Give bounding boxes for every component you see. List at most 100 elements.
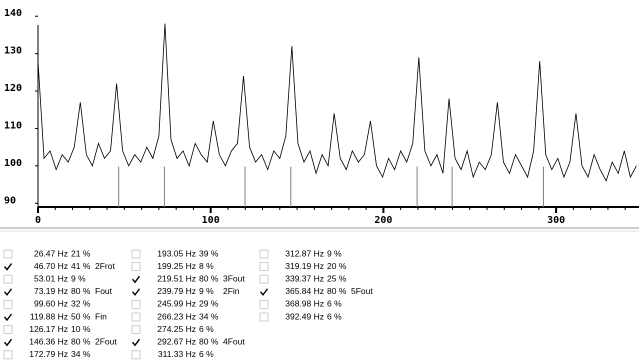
peak-label: 2Frot [95, 261, 115, 271]
peak-label: 2Fout [95, 336, 117, 346]
checkbox[interactable] [132, 338, 140, 347]
peak-amplitude: 80 % [71, 286, 91, 296]
peak-amplitude: 80 % [199, 273, 219, 283]
peak-amplitude: 50 % [71, 311, 91, 321]
checkbox[interactable] [131, 299, 141, 309]
peak-label: 5Fout [351, 286, 373, 296]
checkbox[interactable] [4, 338, 12, 347]
peak-amplitude: 6 % [327, 299, 342, 309]
checkbox[interactable] [259, 312, 269, 322]
checkbox[interactable] [259, 262, 269, 272]
peak-amplitude: 6 % [199, 349, 214, 359]
checkbox[interactable] [3, 249, 13, 259]
peak-amplitude: 9 % [327, 248, 342, 258]
peak-frequency: 311.33 Hz [158, 349, 196, 359]
checkbox[interactable] [4, 287, 12, 296]
peak-label: Fin [95, 311, 107, 321]
x-tick-label: 300 [547, 215, 565, 226]
y-tick-label: 90 [4, 195, 16, 206]
checkbox[interactable] [4, 313, 12, 321]
peak-amplitude: 10 % [71, 324, 91, 334]
peak-frequency: 193.05 Hz [157, 248, 196, 258]
checkbox[interactable] [260, 287, 268, 296]
peak-frequency: 119.88 Hz [30, 311, 68, 321]
peak-amplitude: 9 % [71, 273, 86, 283]
y-tick-label: 120 [4, 83, 22, 94]
peak-frequency: 274.25 Hz [157, 324, 196, 334]
check-mark [3, 288, 13, 296]
checkbox[interactable] [131, 262, 141, 272]
peak-frequency: 219.51 Hz [157, 273, 196, 283]
peak-amplitude: 80 % [71, 336, 91, 346]
peak-frequency: 319.19 Hz [285, 261, 324, 271]
checkbox[interactable] [131, 312, 141, 322]
peak-frequency: 239.79 Hz [157, 286, 196, 296]
peak-frequency: 199.25 Hz [157, 261, 196, 271]
check-mark [131, 288, 141, 296]
x-tick-label: 200 [374, 215, 392, 226]
x-tick-label: 100 [202, 215, 220, 226]
peak-frequency: 46.70 Hz [34, 261, 68, 271]
peak-amplitude: 32 % [71, 299, 91, 309]
peak-frequency: 53.01 Hz [34, 273, 68, 283]
peak-frequency: 245.99 Hz [157, 299, 196, 309]
peak-amplitude: 6 % [327, 311, 342, 321]
peak-frequency: 126.17 Hz [29, 324, 68, 334]
check-mark [259, 288, 269, 296]
peak-amplitude: 25 % [327, 273, 347, 283]
peak-amplitude: 20 % [327, 261, 347, 271]
checkbox[interactable] [4, 262, 12, 271]
peak-frequency: 99.60 Hz [34, 299, 68, 309]
peak-label: 3Fout [223, 273, 245, 283]
peak-frequency: 266.23 Hz [157, 311, 196, 321]
peak-frequency: 365.84 Hz [285, 286, 324, 296]
peak-frequency: 339.37 Hz [285, 273, 324, 283]
check-mark [3, 338, 13, 347]
peak-amplitude: 34 % [199, 311, 219, 321]
checkbox[interactable] [3, 350, 13, 360]
peak-amplitude: 21 % [71, 248, 91, 258]
checkbox[interactable] [131, 350, 141, 360]
y-tick-label: 110 [4, 120, 22, 131]
checkbox[interactable] [259, 274, 269, 284]
peak-frequency: 146.36 Hz [29, 336, 68, 346]
peak-amplitude: 29 % [199, 299, 219, 309]
peak-amplitude: 6 % [199, 324, 214, 334]
peak-amplitude: 41 % [71, 261, 91, 271]
check-mark [131, 338, 141, 347]
peak-frequency: 292.67 Hz [157, 336, 196, 346]
check-mark [3, 313, 13, 322]
peak-frequency: 26.47 Hz [34, 248, 68, 258]
peak-frequency: 312.87 Hz [285, 248, 324, 258]
checkbox[interactable] [131, 249, 141, 259]
checkbox[interactable] [132, 287, 140, 296]
y-tick-label: 130 [4, 46, 22, 57]
peak-frequency: 392.49 Hz [285, 311, 324, 321]
check-mark [3, 263, 13, 271]
peak-label: 2Fin [223, 286, 240, 296]
y-tick-label: 140 [4, 8, 22, 19]
peak-amplitude: 9 % [199, 286, 214, 296]
peak-frequency: 73.19 Hz [34, 286, 68, 296]
checkbox[interactable] [3, 299, 13, 309]
x-tick-label: 0 [35, 215, 41, 226]
peak-frequency: 368.98 Hz [285, 299, 324, 309]
checkbox[interactable] [259, 299, 269, 309]
checkbox[interactable] [3, 274, 13, 284]
checkbox[interactable] [259, 249, 269, 259]
peak-amplitude: 80 % [327, 286, 347, 296]
peak-frequency: 172.79 Hz [29, 349, 68, 359]
check-mark [131, 275, 141, 284]
peak-amplitude: 39 % [199, 248, 219, 258]
peak-label: Fout [95, 286, 113, 296]
peak-label: 4Fout [223, 336, 245, 346]
checkbox[interactable] [131, 325, 141, 335]
peak-amplitude: 8 % [199, 261, 214, 271]
checkbox[interactable] [132, 275, 140, 284]
checkbox[interactable] [3, 325, 13, 335]
peak-amplitude: 80 % [199, 336, 219, 346]
peak-amplitude: 34 % [71, 349, 91, 359]
spectrum-line [37, 23, 637, 182]
y-tick-label: 100 [4, 158, 22, 169]
